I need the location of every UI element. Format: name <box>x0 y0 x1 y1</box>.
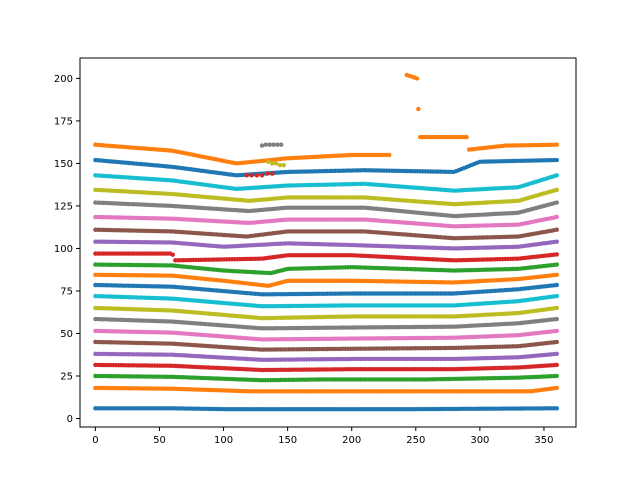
series-7 <box>93 316 559 331</box>
data-point <box>554 252 559 257</box>
data-point <box>554 187 559 192</box>
data-point <box>554 351 559 357</box>
x-tick-label: 250 <box>406 435 425 446</box>
x-tick-label: 200 <box>342 435 361 446</box>
data-point <box>249 173 254 178</box>
series-2 <box>93 373 559 383</box>
y-tick-label: 0 <box>67 414 73 425</box>
y-tick-label: 50 <box>60 329 73 340</box>
data-point <box>554 373 559 379</box>
series-10 <box>93 282 559 297</box>
data-point <box>266 159 271 164</box>
x-tick-label: 150 <box>278 435 297 446</box>
series-6 <box>93 328 559 342</box>
series-3 <box>93 362 559 373</box>
y-tick-label: 25 <box>60 371 73 382</box>
data-point <box>259 143 265 148</box>
x-tick-label: 350 <box>534 435 553 446</box>
series-15 <box>93 227 559 241</box>
outlier-group-2 <box>266 159 286 168</box>
plot-frame <box>79 57 577 428</box>
data-point <box>414 76 420 81</box>
series-1 <box>93 385 559 394</box>
data-point <box>554 385 559 391</box>
series-20 <box>93 157 559 178</box>
data-point <box>554 239 559 244</box>
data-point <box>554 142 559 147</box>
data-point <box>554 362 559 368</box>
series-22 <box>417 134 469 140</box>
series-0 <box>93 406 559 412</box>
data-point <box>277 162 283 168</box>
outlier-group-0 <box>404 72 421 112</box>
series-12 <box>93 262 559 276</box>
data-point <box>554 293 559 299</box>
series-4 <box>93 351 559 363</box>
series-9 <box>93 293 559 309</box>
data-point <box>263 142 269 147</box>
data-point <box>554 339 559 345</box>
data-point <box>554 227 559 232</box>
data-point <box>554 316 559 322</box>
x-tick-label: 50 <box>153 435 166 446</box>
data-point <box>264 171 270 176</box>
series-8 <box>93 305 559 321</box>
y-tick-label: 150 <box>54 159 73 170</box>
x-tick-label: 100 <box>214 435 233 446</box>
y-tick-label: 100 <box>54 244 73 255</box>
series-17 <box>93 200 559 219</box>
data-point <box>554 328 559 334</box>
data-point <box>270 171 275 176</box>
y-tick-label: 200 <box>54 74 73 85</box>
data-point <box>244 173 249 178</box>
y-axis: 0 25 50 75 100 125 150 175 200 <box>54 74 80 425</box>
x-tick-label: 0 <box>92 435 98 446</box>
data-point <box>170 252 175 257</box>
data-point <box>254 173 260 178</box>
series-18 <box>93 187 559 207</box>
y-tick-label: 175 <box>54 116 73 127</box>
x-tick-label: 300 <box>470 435 489 446</box>
series-23 <box>466 142 559 152</box>
data-point <box>554 157 559 163</box>
outlier-group-1 <box>259 142 284 148</box>
data-point <box>387 152 392 158</box>
data-point <box>554 262 559 267</box>
data-point <box>259 173 265 178</box>
data-point <box>279 142 284 147</box>
series-21 <box>93 142 392 166</box>
series-16 <box>93 214 559 229</box>
data-point <box>275 142 280 147</box>
data-point <box>416 106 421 112</box>
series-11 <box>93 272 559 289</box>
y-tick-label: 75 <box>60 286 73 297</box>
series-5 <box>93 339 559 352</box>
data-point <box>554 214 559 220</box>
data-point <box>554 272 559 278</box>
outlier-group-3 <box>244 171 275 178</box>
data-point <box>464 134 469 140</box>
data-point <box>273 161 279 166</box>
y-tick-label: 125 <box>54 201 73 212</box>
data-point <box>554 200 559 205</box>
data-point <box>554 305 559 311</box>
series-13 <box>93 251 559 263</box>
data-point <box>270 161 275 166</box>
data-point <box>271 142 276 147</box>
data-point <box>554 406 559 411</box>
series-19 <box>93 173 559 193</box>
x-axis: 0 50 100 150 200 250 300 350 <box>92 427 554 446</box>
data-point <box>267 142 272 147</box>
data-point <box>554 173 559 178</box>
data-point <box>554 282 559 288</box>
data-point <box>281 162 286 168</box>
series-14 <box>93 239 559 251</box>
points-layer <box>93 72 559 412</box>
